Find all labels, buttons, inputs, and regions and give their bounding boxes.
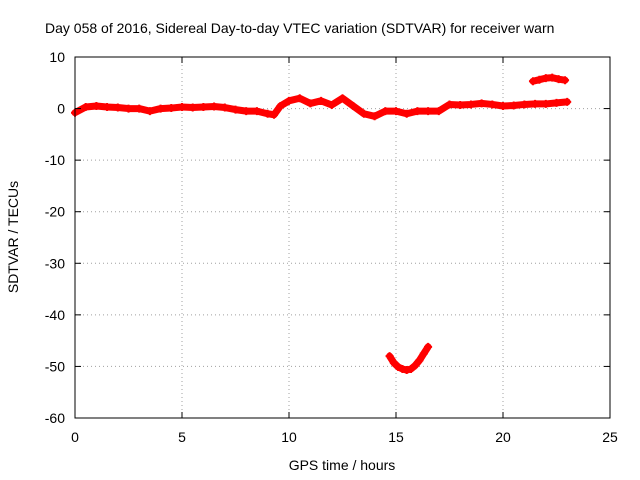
y-tick-label: 0 (57, 101, 65, 117)
data-point (528, 77, 537, 86)
data-point (113, 103, 122, 112)
y-tick-label: -10 (45, 152, 65, 168)
data-point (135, 104, 144, 113)
data-point (520, 100, 529, 109)
data-point (548, 73, 557, 82)
data-point (145, 107, 154, 116)
series-late-cluster (528, 73, 570, 86)
x-axis-label: GPS time / hours (289, 457, 396, 473)
data-point (167, 104, 176, 113)
data-point (499, 101, 507, 110)
y-tick-labels: -60 -50 -40 -30 -20 -10 0 10 (45, 49, 65, 426)
data-point (424, 107, 433, 116)
data-point (381, 107, 390, 116)
data-point (445, 100, 454, 109)
y-tick-label: -60 (45, 410, 65, 426)
data-point (338, 94, 347, 103)
data-point (389, 358, 398, 367)
data-point (92, 101, 101, 110)
data-point (434, 107, 443, 116)
data-point (317, 96, 326, 105)
data-point (488, 100, 497, 109)
data-point (359, 109, 368, 118)
data-point (424, 342, 433, 351)
y-tick-label: -30 (45, 255, 65, 271)
data-point (385, 352, 394, 361)
data-point (270, 110, 279, 119)
data-point (394, 362, 403, 371)
y-tick-label: -50 (45, 358, 65, 374)
data-point (563, 97, 572, 106)
data-point (156, 104, 165, 113)
y-tick-label: -40 (45, 307, 65, 323)
x-tick-label: 10 (281, 429, 297, 445)
data-point (188, 103, 197, 112)
plot-frame (74, 56, 611, 419)
data-point (370, 112, 379, 121)
data-point (406, 365, 415, 374)
data-point (466, 100, 475, 109)
grid (75, 57, 610, 418)
x-tick-label: 25 (602, 429, 618, 445)
data-point (402, 109, 411, 118)
data-point (231, 105, 240, 114)
data-point (178, 103, 186, 112)
data-point (199, 103, 208, 112)
data-point (456, 100, 465, 109)
series-outlier-arc (385, 342, 433, 375)
x-tick-label: 20 (495, 429, 511, 445)
data-point (552, 98, 561, 107)
data-point (477, 99, 486, 108)
data-point (402, 366, 411, 375)
data-point (413, 107, 422, 116)
x-tick-labels: 0 5 10 15 20 25 (71, 429, 618, 445)
data-point (535, 75, 544, 84)
data-point (306, 99, 315, 108)
data-point (263, 109, 272, 118)
data-point (561, 76, 570, 85)
data-point (419, 349, 428, 358)
data-point (124, 104, 133, 113)
x-tick-label: 0 (71, 429, 79, 445)
y-axis-label: SDTVAR / TECUs (5, 181, 21, 293)
y-tick-label: -20 (45, 204, 65, 220)
data-point (295, 94, 304, 103)
data-point (103, 103, 112, 112)
x-tick-label: 15 (388, 429, 404, 445)
data-point (242, 107, 251, 116)
chart-title: Day 058 of 2016, Sidereal Day-to-day VTE… (45, 20, 554, 36)
data-series (71, 73, 572, 375)
data-point (210, 102, 219, 111)
y-tick-label: 10 (49, 49, 65, 65)
data-point (398, 365, 407, 374)
data-point (327, 100, 336, 109)
data-point (220, 103, 229, 112)
data-point (411, 361, 420, 370)
data-point (392, 107, 400, 116)
data-point (81, 103, 90, 112)
axis-ticks (74, 56, 611, 419)
data-point (276, 101, 285, 110)
data-point (415, 356, 424, 365)
x-tick-label: 5 (178, 429, 186, 445)
data-point (252, 107, 261, 116)
data-point (541, 99, 550, 108)
series-main-band (71, 94, 572, 121)
data-point (531, 99, 540, 108)
data-point (349, 101, 358, 110)
data-point (554, 75, 563, 84)
data-point (509, 101, 518, 110)
data-point (285, 96, 293, 105)
